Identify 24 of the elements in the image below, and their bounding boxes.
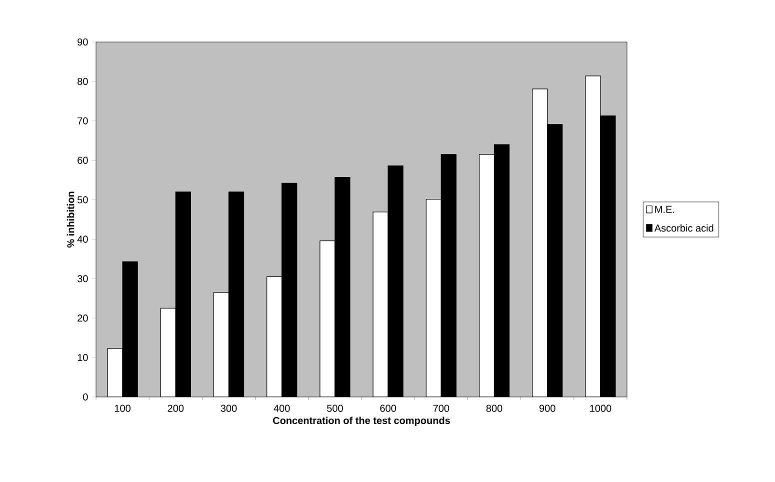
y-tick-label: 50 [78,196,88,204]
x-tick-label: 300 [220,404,237,412]
x-tick-label: 800 [486,404,502,412]
y-tick-label: 10 [78,354,88,362]
x-tick-label: 600 [380,404,396,412]
legend-label: Ascorbic acid [654,224,714,232]
x-tick-label: 700 [433,404,450,412]
y-tick-label: 80 [78,78,88,85]
x-axis-title: Concentration of the test compounds [273,416,450,426]
x-tick-label: 100 [114,404,131,412]
y-tick-label: 60 [78,156,88,164]
x-tick-label: 200 [168,404,184,412]
x-tick-label: 500 [327,404,343,412]
y-tick-label: 40 [77,236,88,243]
x-tick-label: 400 [274,404,290,412]
y-tick-label: 90 [78,38,88,46]
y-tick-label: 0 [83,393,88,401]
y-tick-label: 70 [78,117,88,124]
x-tick-label: 1000 [590,404,612,412]
legend-label: M.E. [655,206,674,213]
y-axis-title: % inhibition [66,192,74,248]
y-tick-label: 20 [78,314,88,322]
y-tick-label: 30 [77,275,88,282]
x-tick-label: 900 [539,404,556,412]
